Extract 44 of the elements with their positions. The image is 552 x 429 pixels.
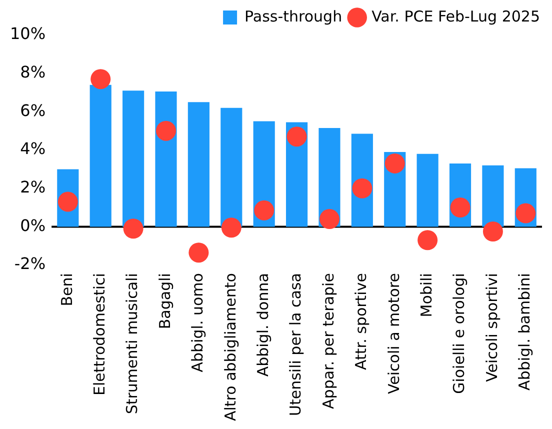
point (384, 153, 405, 174)
x-tick-label: Bagagli (156, 273, 174, 330)
x-tick-label: Strumenti musicali (123, 273, 142, 414)
x-tick-label: Beni (58, 273, 76, 306)
bar (416, 154, 438, 227)
y-tick-label: -2% (14, 254, 46, 274)
y-tick-label: 8% (20, 62, 46, 82)
bar (482, 165, 504, 227)
x-tick-label: Abbigl. uomo (188, 273, 207, 372)
y-tick-label: 0% (20, 216, 46, 235)
bar (188, 102, 210, 227)
point (188, 242, 209, 263)
point (123, 218, 144, 239)
x-tick-label: Mobili (417, 273, 436, 318)
bar (220, 108, 242, 227)
point (221, 218, 242, 238)
y-tick-label: 4% (20, 139, 46, 158)
point (319, 209, 340, 230)
point (156, 120, 176, 141)
y-tick-label: 6% (20, 100, 46, 120)
x-tick-label: Elettrodomestici (90, 273, 108, 396)
y-tick-label: 2% (20, 178, 46, 197)
x-tick-label: Veicoli sportivi (482, 273, 501, 382)
x-tick-label: Appar. per terapie (319, 273, 338, 409)
x-tick-label: Attr. sportive (352, 273, 370, 370)
bar (90, 84, 112, 227)
point (286, 126, 307, 147)
point (90, 69, 111, 90)
point (254, 200, 274, 220)
point (450, 198, 470, 218)
x-tick-label: Gioielli e orologi (450, 273, 468, 394)
y-tick-label: 10% (10, 24, 46, 44)
x-tick-label: Abbigl. bambini (516, 273, 534, 390)
x-tick-label: Utensili per la casa (286, 273, 305, 416)
x-tick-label: Abbigl. donna (254, 273, 272, 377)
legend-label: Var. PCE Feb-Lug 2025 (372, 7, 540, 26)
legend-label: Pass-through (244, 7, 342, 26)
point (418, 230, 438, 250)
bar (122, 90, 144, 227)
point (516, 203, 536, 224)
x-tick-label: Veicoli a motore (384, 273, 403, 394)
x-tick-label: Altro abbigliamento (221, 273, 240, 422)
point (482, 222, 503, 242)
point (352, 178, 372, 198)
